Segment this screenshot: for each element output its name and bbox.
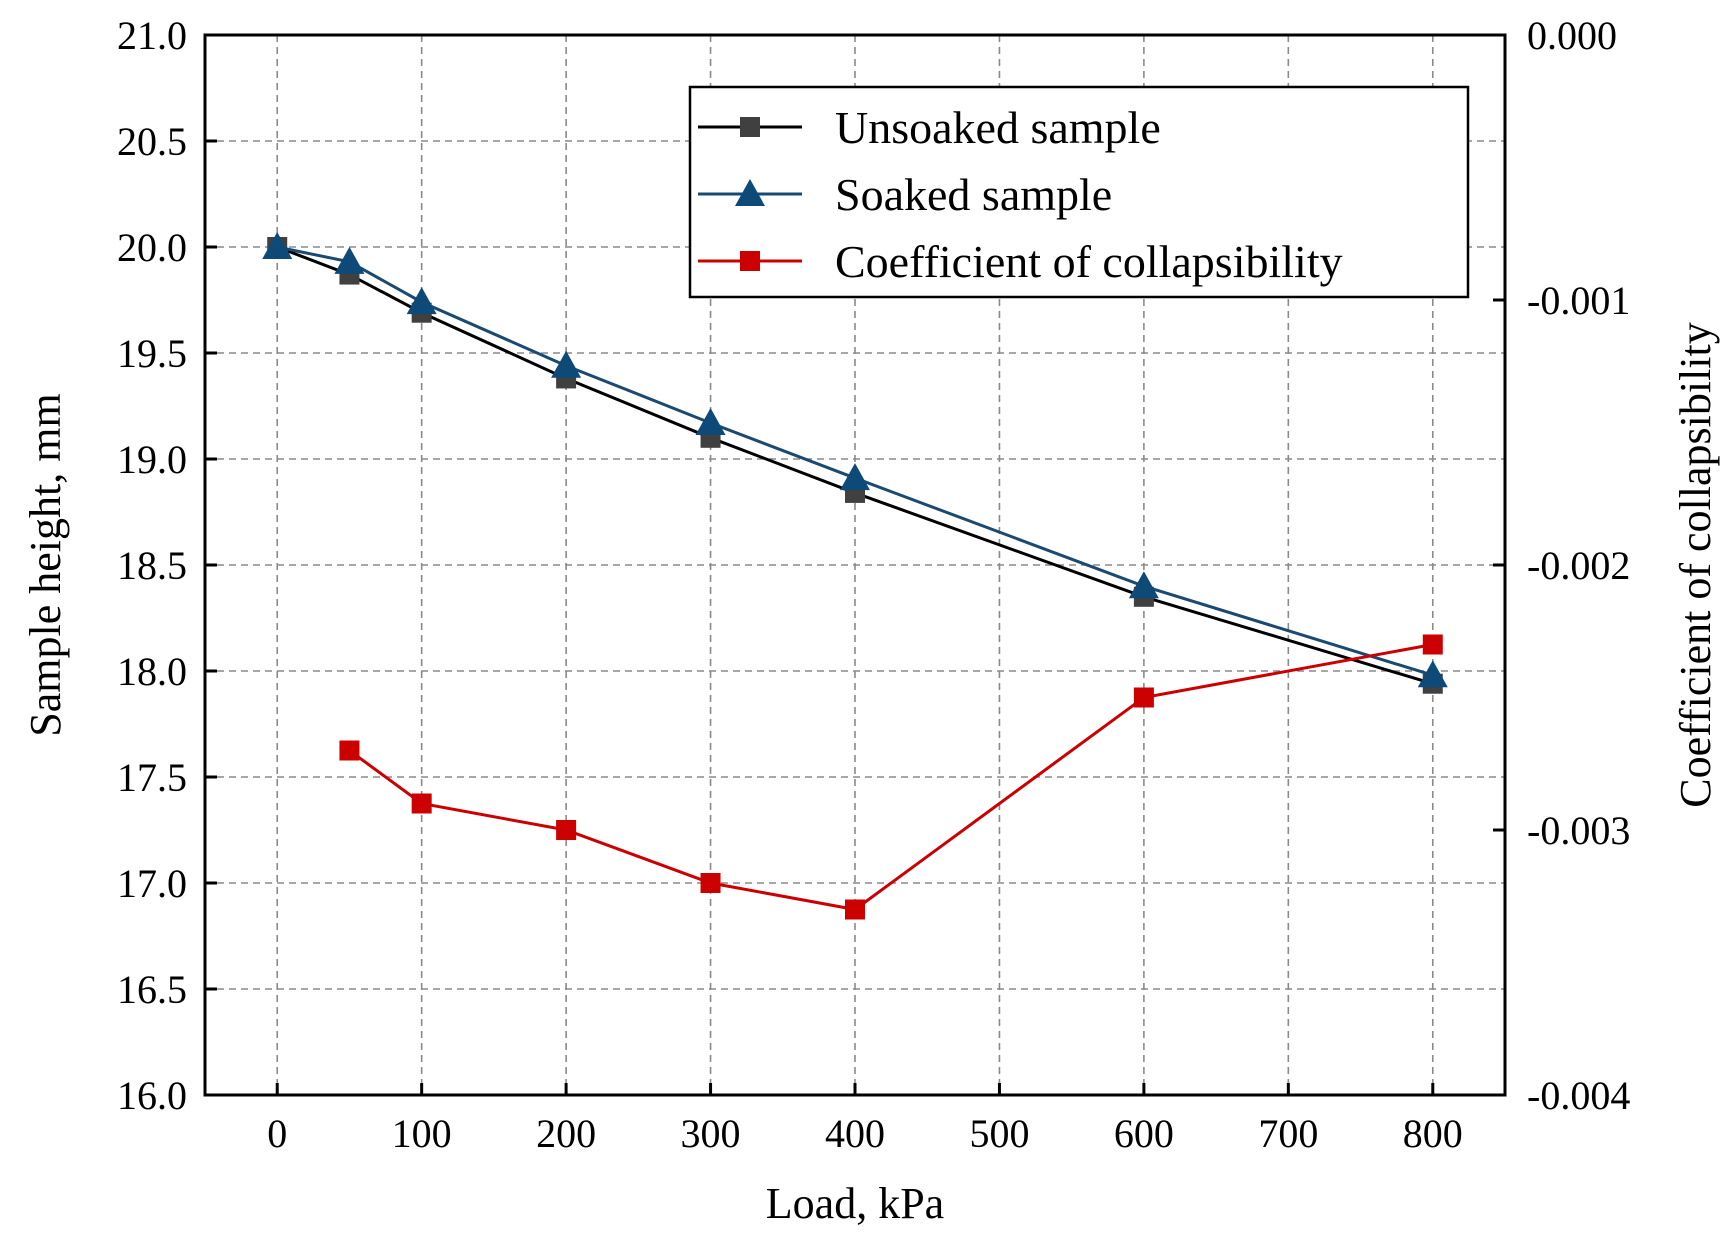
- data-point: [840, 463, 870, 491]
- x-tick-label: 100: [392, 1111, 452, 1156]
- y-tick-label: 18.0: [117, 649, 187, 694]
- series-layer: [262, 232, 1448, 920]
- legend: Unsoaked sample Soaked sample Coefficient …: [688, 85, 1470, 299]
- legend-item: Coefficient of collapsibility: [698, 236, 1343, 287]
- legend-box: [688, 85, 1470, 299]
- x-tick-label: 200: [536, 1111, 596, 1156]
- ticks: 0 100 200 300 400 500 600 700 800 16.0 16.5 17.0 17.…: [117, 13, 1630, 1156]
- legend-marker: [740, 117, 760, 137]
- data-point: [556, 820, 577, 840]
- data-point: [334, 246, 365, 274]
- data-point: [845, 899, 865, 920]
- x-tick-label: 600: [1114, 1111, 1174, 1156]
- x-tick-label: 400: [825, 1111, 885, 1156]
- legend-label: Coefficient of collapsibility: [835, 236, 1343, 287]
- legend-item: Unsoaked sample: [698, 102, 1161, 153]
- data-point: [1133, 687, 1154, 708]
- data-point: [406, 287, 437, 315]
- data-point: [1417, 660, 1448, 688]
- y-axis-title: Sample height, mm: [21, 393, 70, 736]
- y2-tick-label: -0.003: [1527, 808, 1630, 853]
- grid: [205, 35, 1505, 1095]
- y-tick-label: 21.0: [117, 13, 187, 58]
- data-point: [551, 350, 582, 378]
- y-tick-label: 19.5: [117, 331, 187, 376]
- y-tick-label: 20.5: [117, 119, 187, 164]
- y-tick-label: 20.0: [117, 225, 187, 270]
- x-tick-label: 300: [681, 1111, 741, 1156]
- x-axis-title: Load, kPa: [766, 1179, 944, 1228]
- y-tick-label: 16.5: [117, 967, 187, 1012]
- x-tick-label: 500: [969, 1111, 1029, 1156]
- data-point: [262, 232, 293, 259]
- y-tick-label: 18.5: [117, 543, 187, 588]
- legend-marker: [735, 179, 765, 206]
- y2-tick-label: -0.001: [1527, 278, 1630, 323]
- y-tick-label: 19.0: [117, 437, 187, 482]
- x-tick-label: 700: [1258, 1111, 1318, 1156]
- y2-tick-label: 0.000: [1527, 13, 1617, 58]
- data-point: [339, 740, 360, 761]
- legend-label: Unsoaked sample: [835, 102, 1161, 153]
- x-tick-label: 0: [267, 1111, 287, 1156]
- data-point: [411, 793, 432, 814]
- data-point: [1128, 571, 1159, 599]
- data-point: [700, 873, 721, 893]
- legend-marker: [740, 251, 760, 271]
- legend-label: Soaked sample: [835, 169, 1112, 220]
- legend-item: Soaked sample: [698, 169, 1112, 220]
- series-2: [339, 634, 1443, 920]
- data-point: [1422, 634, 1443, 655]
- data-point: [695, 407, 726, 435]
- y-tick-label: 16.0: [117, 1073, 187, 1118]
- y2-tick-label: -0.004: [1527, 1073, 1630, 1118]
- y2-tick-label: -0.002: [1527, 543, 1630, 588]
- y2-axis-title: Coefficient of collapsibility: [1671, 322, 1720, 808]
- x-tick-label: 800: [1403, 1111, 1463, 1156]
- series-line: [276, 245, 1434, 686]
- y-tick-label: 17.5: [117, 755, 187, 800]
- y-tick-label: 17.0: [117, 861, 187, 906]
- series-1: [262, 232, 1448, 688]
